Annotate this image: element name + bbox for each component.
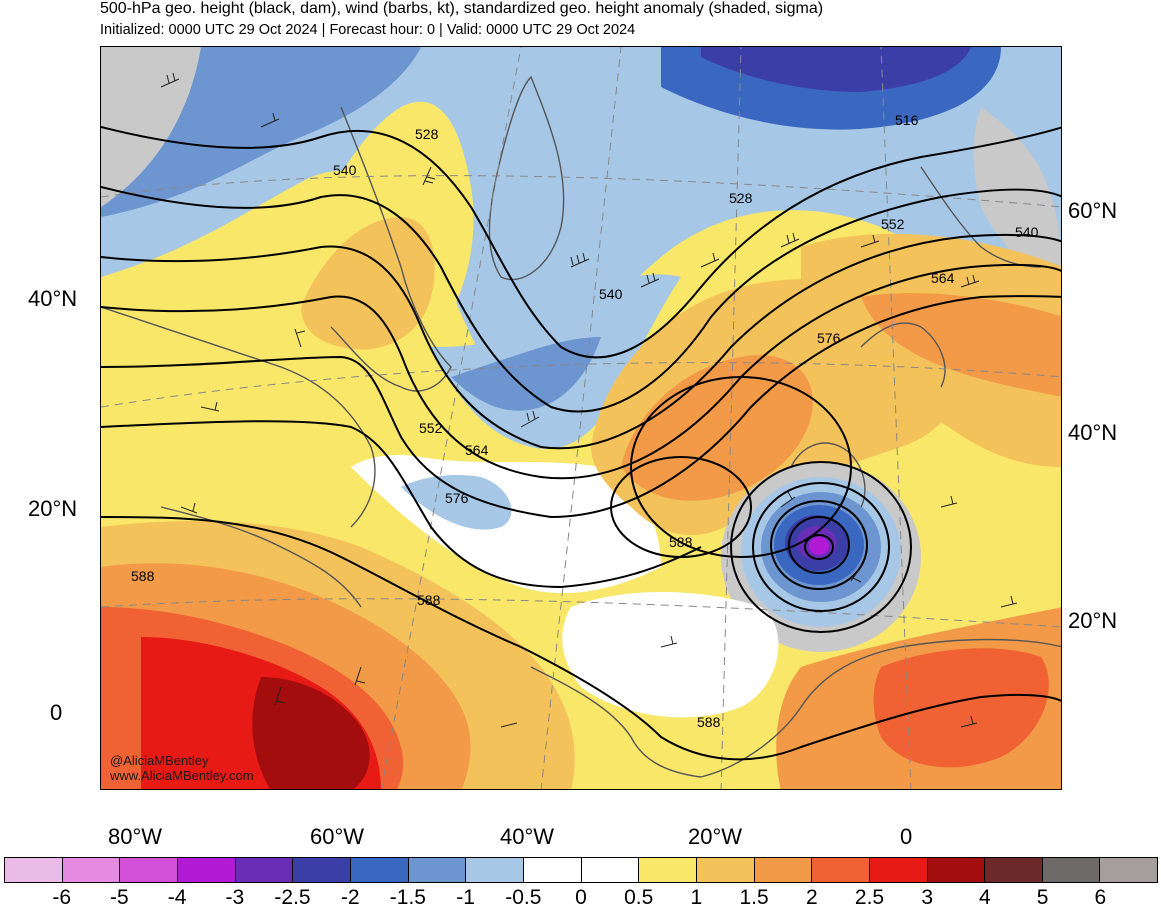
colorbar-swatch	[235, 858, 294, 882]
colorbar-label: -1	[456, 886, 475, 909]
colorbar-label: -0.5	[505, 886, 542, 909]
coastlines	[101, 75, 1061, 778]
contour-label-3: 516	[895, 112, 919, 128]
lon-label-40w: 40°W	[500, 824, 555, 849]
contour-label-7: 564	[931, 270, 955, 286]
colorbar-swatch	[927, 858, 986, 882]
colorbar-swatch	[581, 858, 640, 882]
colorbar-label: 6	[1094, 886, 1107, 909]
anomaly-white-tropic	[562, 592, 779, 718]
contour-label-4: 528	[729, 190, 753, 206]
anomaly-europe-core	[861, 293, 1061, 397]
contour-label-2: 540	[333, 162, 357, 178]
contour-label-6: 540	[1015, 224, 1039, 240]
colorbar-label: -2.5	[274, 886, 311, 909]
colorbar-label: 2	[805, 886, 818, 909]
anomaly-low-neg3	[809, 537, 829, 555]
colorbar-swatch	[812, 858, 870, 882]
contour-label-11: 564	[465, 442, 489, 458]
colorbar-label: -4	[167, 886, 187, 909]
colorbar-swatch	[5, 858, 63, 882]
colorbar-label: -2	[340, 886, 360, 909]
colorbar-label: 2.5	[854, 886, 885, 909]
colorbar-label: 4	[979, 886, 991, 909]
colorbar-swatch	[754, 858, 813, 882]
colorbar-swatch	[1100, 858, 1158, 882]
contour-labels: 528 540 516 528 552 540 564 540 576 552 …	[131, 112, 1039, 730]
contour-label-10: 552	[419, 420, 443, 436]
anomaly-trough-core	[451, 337, 601, 411]
colorbar-label: 0	[575, 886, 587, 909]
lat-label-left-0: 0	[50, 700, 63, 725]
colorbar-label: -1.5	[389, 886, 426, 909]
height-contours	[101, 126, 1061, 761]
contour-label-15: 588	[417, 592, 441, 608]
colorbar-swatch	[120, 858, 178, 882]
anomaly-ridge-atl-core	[621, 355, 813, 501]
map-svg: 528 540 516 528 552 540 564 540 576 552 …	[101, 47, 1061, 789]
colorbar-swatch	[293, 858, 351, 882]
lat-label-right-40n: 40°N	[1068, 420, 1118, 445]
colorbar-label: 0.5	[624, 886, 654, 909]
colorbar-swatch	[466, 858, 524, 882]
colorbar-label: -5	[110, 886, 129, 909]
anomaly-south-3	[252, 677, 370, 789]
graticule	[101, 47, 1061, 789]
colorbar-swatch	[869, 858, 928, 882]
anomaly-blue-patch	[401, 475, 512, 530]
colorbar-swatch	[1042, 858, 1101, 882]
colorbar-swatch	[177, 858, 236, 882]
lon-label-0: 0	[900, 824, 913, 849]
colorbar-swatch	[62, 858, 121, 882]
chart-title: 500-hPa geo. height (black, dam), wind (…	[100, 0, 824, 17]
lat-label-left-20n: 20°N	[28, 496, 78, 521]
contour-label-12: 576	[445, 490, 469, 506]
colorbar-label: 5	[1036, 886, 1049, 909]
colorbar-swatch	[350, 858, 409, 882]
anomaly-neg-2-north	[701, 47, 971, 92]
colorbar-label: -3	[225, 886, 245, 909]
lon-label-20w: 20°W	[688, 824, 743, 849]
colorbar-label: 1.5	[739, 886, 769, 909]
chart-subtitle: Initialized: 0000 UTC 29 Oct 2024 | Fore…	[100, 22, 636, 38]
wind-barbs	[160, 72, 1018, 728]
contour-label-9: 576	[817, 330, 841, 346]
credit-handle: @AliciaMBentley	[110, 753, 209, 768]
colorbar-swatch	[696, 858, 755, 882]
anomaly-grey-ne	[973, 107, 1061, 287]
lat-label-right-60n: 60°N	[1068, 198, 1118, 223]
anomaly-neg-0.5	[101, 47, 1061, 407]
colorbar-label: 1	[690, 886, 703, 909]
colorbar-label: 3	[921, 886, 934, 909]
colorbar-label: -6	[52, 886, 72, 909]
anomaly-se-2	[873, 648, 1049, 768]
contour-label-1: 528	[415, 126, 439, 142]
map-panel: 528 540 516 528 552 540 564 540 576 552 …	[100, 46, 1062, 790]
contour-label-5: 552	[881, 216, 905, 232]
colorbar-swatch	[408, 858, 467, 882]
colorbar-swatch	[985, 858, 1043, 882]
contour-label-14: 588	[131, 568, 155, 584]
contour-label-16: 588	[697, 714, 721, 730]
lon-label-60w: 60°W	[310, 824, 365, 849]
colorbar-swatch	[523, 858, 582, 882]
lon-label-80w: 80°W	[108, 824, 163, 849]
contour-label-8: 540	[599, 286, 623, 302]
anomaly-grey-nw	[101, 47, 201, 207]
contour-label-13: 588	[669, 534, 693, 550]
lat-label-right-20n: 20°N	[1068, 608, 1118, 633]
lat-label-left-40n: 40°N	[28, 286, 78, 311]
credit-url: www.AliciaMBentley.com	[110, 768, 254, 783]
anomaly-ridge-core	[301, 217, 435, 350]
colorbar-swatch	[639, 858, 697, 882]
colorbar	[4, 857, 1158, 883]
